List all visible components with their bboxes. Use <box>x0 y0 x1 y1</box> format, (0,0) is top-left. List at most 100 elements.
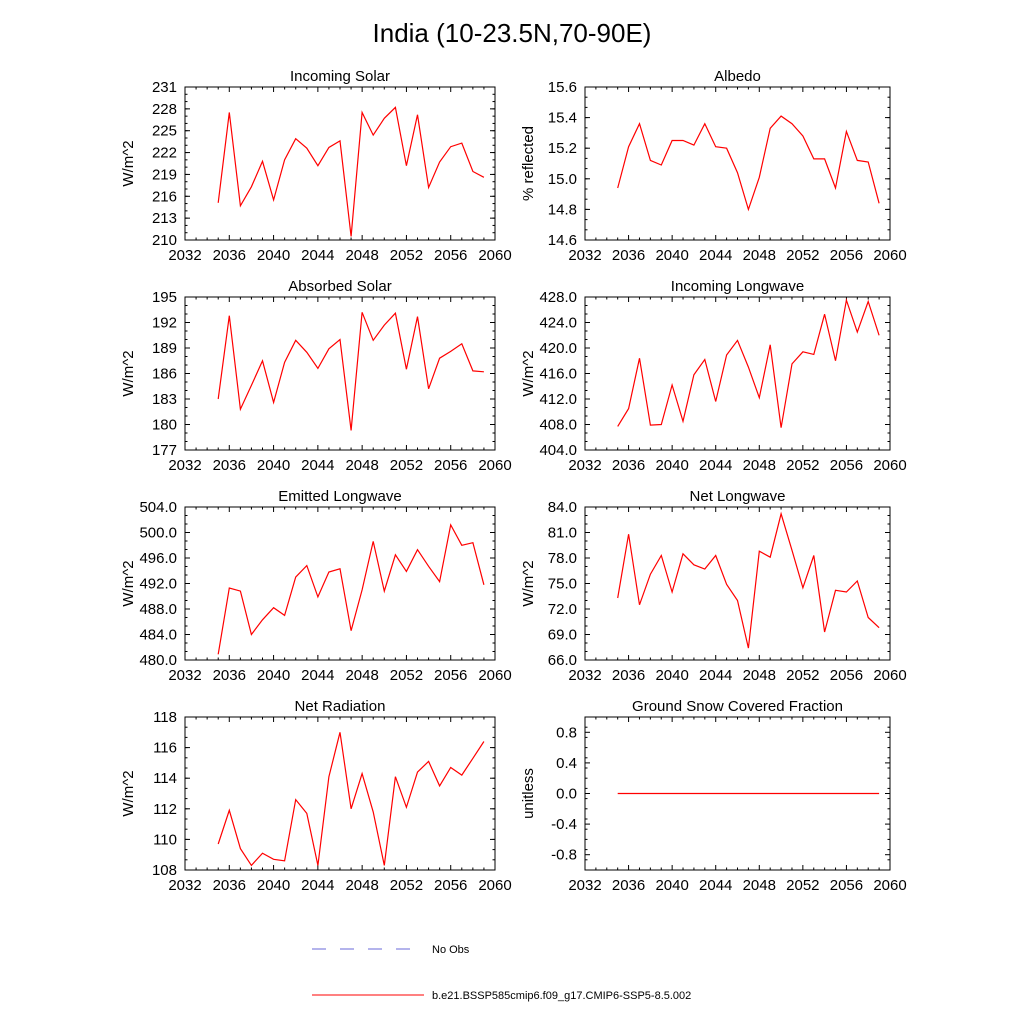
x-tick-label: 2040 <box>257 667 290 684</box>
x-tick-label: 2048 <box>743 667 776 684</box>
x-tick-label: 2032 <box>168 667 201 684</box>
x-tick-label: 2060 <box>873 247 906 264</box>
y-tick-label: 183 <box>152 391 177 408</box>
x-tick-label: 2040 <box>257 457 290 474</box>
series-line <box>217 523 485 655</box>
y-axis-label: W/m^2 <box>120 560 137 606</box>
y-tick-label: 0.0 <box>556 786 577 803</box>
panel-4: Incoming Longwave W/m^2 2032 2036 2040 2044 20… <box>520 278 907 474</box>
y-tick-label: 118 <box>153 709 177 726</box>
y-tick-label: 424.0 <box>539 315 577 332</box>
y-tick-label: 177 <box>152 442 177 459</box>
plot-frame <box>184 86 496 241</box>
x-tick-label: 2032 <box>568 667 601 684</box>
x-tick-label: 2044 <box>699 667 732 684</box>
x-tick-label: 2056 <box>434 247 467 264</box>
series-line <box>617 297 880 428</box>
x-tick-label: 2044 <box>301 247 334 264</box>
y-tick-label: -0.8 <box>551 847 577 864</box>
x-tick-label: 2036 <box>612 877 645 894</box>
x-tick-label: 2032 <box>568 877 601 894</box>
x-tick-label: 2060 <box>873 877 906 894</box>
series-line <box>617 115 880 212</box>
y-tick-label: 186 <box>152 366 177 383</box>
plot-frame <box>584 506 891 661</box>
panels: Incoming Solar W/m^2 2032 2036 2040 2044 2048 2… <box>120 68 907 894</box>
panel-title: Net Longwave <box>690 488 786 505</box>
x-tick-label: 2048 <box>743 877 776 894</box>
y-tick-label: 192 <box>152 315 177 332</box>
x-tick-label: 2036 <box>213 877 246 894</box>
y-tick-label: 210 <box>152 232 177 249</box>
legend-obs-label: No Obs <box>432 944 470 956</box>
panel-title: Ground Snow Covered Fraction <box>632 698 843 715</box>
y-tick-label: 412.0 <box>539 391 577 408</box>
y-axis-label: W/m^2 <box>120 770 137 816</box>
y-tick-label: 504.0 <box>139 499 177 516</box>
panel-6: Net Longwave W/m^2 2032 2036 2040 2044 2048 205… <box>520 488 907 684</box>
plot-frame <box>184 716 496 871</box>
y-tick-label: 404.0 <box>539 442 577 459</box>
x-tick-label: 2052 <box>786 667 819 684</box>
panel-8: Ground Snow Covered Fraction unitless 2032… <box>520 698 907 894</box>
x-tick-label: 2048 <box>743 247 776 264</box>
panel-title: Incoming Longwave <box>671 278 804 295</box>
y-tick-label: 110 <box>153 831 177 848</box>
x-tick-label: 2044 <box>699 877 732 894</box>
y-tick-label: 496.0 <box>139 550 177 567</box>
y-tick-label: 84.0 <box>548 499 577 516</box>
plot-frame <box>584 86 891 241</box>
panel-5: Emitted Longwave W/m^2 2032 2036 2040 2044 204… <box>120 488 512 684</box>
x-tick-label: 2040 <box>257 877 290 894</box>
plot-frame <box>584 296 891 451</box>
y-tick-label: 416.0 <box>539 366 577 383</box>
series-line <box>217 732 485 867</box>
y-tick-label: 108 <box>152 862 177 879</box>
x-tick-label: 2032 <box>168 457 201 474</box>
y-tick-label: 15.0 <box>548 171 577 188</box>
y-tick-label: 213 <box>152 210 177 227</box>
y-tick-label: 15.6 <box>548 79 577 96</box>
x-tick-label: 2052 <box>786 247 819 264</box>
x-tick-label: 2036 <box>612 667 645 684</box>
y-tick-label: 222 <box>152 145 177 162</box>
x-tick-label: 2032 <box>168 247 201 264</box>
panel-7: Net Radiation W/m^2 2032 2036 2040 2044 2048 20… <box>120 698 512 894</box>
x-tick-label: 2056 <box>434 877 467 894</box>
y-tick-label: 189 <box>152 340 177 357</box>
y-tick-label: 488.0 <box>139 601 177 618</box>
x-tick-label: 2052 <box>786 877 819 894</box>
y-tick-label: 180 <box>152 417 177 434</box>
y-tick-label: 231 <box>152 79 177 96</box>
y-axis-label: W/m^2 <box>520 560 537 606</box>
y-tick-label: 15.2 <box>548 140 577 157</box>
panel-title: Incoming Solar <box>290 68 390 85</box>
x-tick-label: 2056 <box>830 457 863 474</box>
x-tick-label: 2048 <box>345 457 378 474</box>
x-tick-label: 2044 <box>301 877 334 894</box>
figure-title: India (10-23.5N,70-90E) <box>373 18 652 48</box>
x-tick-label: 2044 <box>301 457 334 474</box>
x-tick-label: 2048 <box>345 877 378 894</box>
y-tick-label: 75.0 <box>548 576 577 593</box>
panel-title: Albedo <box>714 68 761 85</box>
x-tick-label: 2032 <box>568 457 601 474</box>
panel-title: Absorbed Solar <box>288 278 391 295</box>
y-tick-label: 216 <box>152 188 177 205</box>
x-tick-label: 2056 <box>830 877 863 894</box>
plot-frame <box>184 506 496 661</box>
x-tick-label: 2060 <box>478 457 511 474</box>
y-tick-label: 225 <box>152 123 177 140</box>
x-tick-label: 2052 <box>390 667 423 684</box>
y-tick-label: 112 <box>153 801 177 818</box>
y-axis-label: % reflected <box>520 126 537 201</box>
series-line <box>617 511 880 649</box>
series-line <box>217 311 484 431</box>
y-tick-label: 116 <box>153 740 177 757</box>
y-tick-label: 500.0 <box>139 525 177 542</box>
x-tick-label: 2056 <box>434 457 467 474</box>
x-tick-label: 2052 <box>390 877 423 894</box>
y-tick-label: 219 <box>152 166 177 183</box>
panel-title: Net Radiation <box>295 698 386 715</box>
